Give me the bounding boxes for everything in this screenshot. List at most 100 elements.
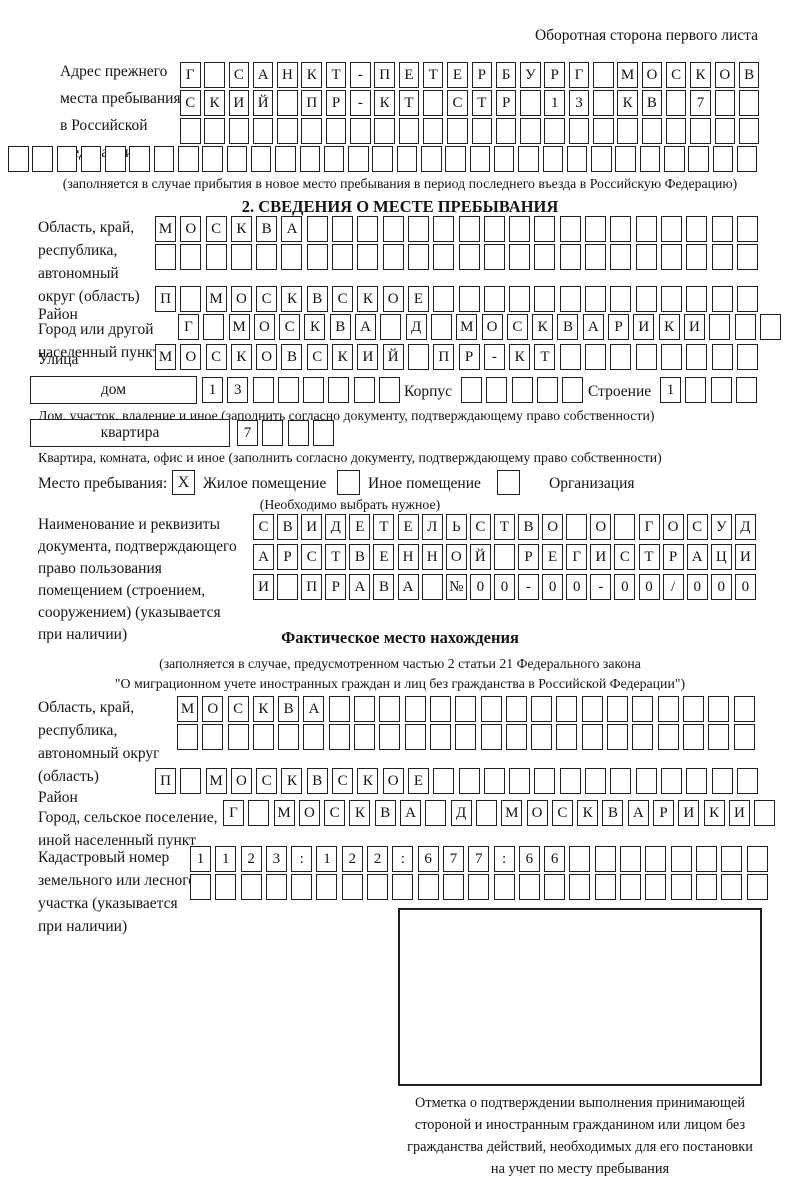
char-box[interactable]: С bbox=[180, 90, 201, 116]
char-box[interactable] bbox=[670, 874, 692, 900]
char-box[interactable]: Й bbox=[469, 544, 491, 570]
char-box[interactable] bbox=[303, 377, 325, 403]
char-box[interactable] bbox=[429, 724, 451, 750]
char-box[interactable]: 2 bbox=[341, 846, 363, 872]
char-box[interactable] bbox=[721, 846, 743, 872]
char-box[interactable] bbox=[735, 377, 757, 403]
char-box[interactable]: Ц bbox=[710, 544, 732, 570]
char-box[interactable]: С bbox=[256, 286, 278, 312]
char-box[interactable]: 0 bbox=[566, 574, 588, 600]
char-box[interactable]: К bbox=[204, 90, 225, 116]
char-box[interactable]: О bbox=[662, 514, 684, 540]
char-box[interactable]: Ь bbox=[445, 514, 467, 540]
char-box[interactable] bbox=[357, 216, 379, 242]
char-box[interactable] bbox=[635, 216, 657, 242]
char-box[interactable] bbox=[348, 146, 369, 172]
char-box[interactable]: И bbox=[683, 314, 705, 340]
char-box[interactable] bbox=[556, 696, 578, 722]
char-box[interactable] bbox=[379, 696, 401, 722]
char-box[interactable] bbox=[585, 286, 607, 312]
char-box[interactable] bbox=[306, 216, 328, 242]
char-box[interactable]: Г bbox=[638, 514, 660, 540]
char-box[interactable]: 1 bbox=[544, 90, 565, 116]
char-box[interactable] bbox=[32, 146, 53, 172]
char-box[interactable] bbox=[180, 244, 202, 270]
char-box[interactable] bbox=[581, 696, 603, 722]
char-box[interactable] bbox=[505, 696, 527, 722]
char-box[interactable]: А bbox=[400, 800, 422, 826]
char-box[interactable] bbox=[357, 244, 379, 270]
char-box[interactable]: С bbox=[324, 800, 346, 826]
char-box[interactable]: В bbox=[738, 62, 760, 88]
char-box[interactable] bbox=[695, 846, 717, 872]
char-box[interactable]: Д bbox=[450, 800, 472, 826]
char-box[interactable]: А bbox=[349, 574, 371, 600]
char-box[interactable]: А bbox=[252, 62, 274, 88]
char-box[interactable]: 1 bbox=[215, 846, 237, 872]
char-box[interactable] bbox=[665, 118, 687, 144]
char-box[interactable]: П bbox=[155, 768, 176, 794]
char-box[interactable] bbox=[404, 696, 426, 722]
char-box[interactable] bbox=[250, 146, 272, 172]
char-box[interactable]: П bbox=[301, 574, 323, 600]
char-box[interactable]: К bbox=[357, 768, 379, 794]
char-box[interactable]: 0 bbox=[469, 574, 491, 600]
char-box[interactable]: В bbox=[329, 314, 351, 340]
char-box[interactable] bbox=[398, 118, 420, 144]
char-box[interactable]: 0 bbox=[493, 574, 515, 600]
char-box[interactable] bbox=[544, 118, 565, 144]
char-box[interactable] bbox=[332, 216, 354, 242]
char-box[interactable] bbox=[509, 216, 531, 242]
char-box[interactable]: Е bbox=[398, 62, 420, 88]
char-box[interactable] bbox=[665, 90, 687, 116]
char-box[interactable]: В bbox=[374, 800, 396, 826]
char-box[interactable] bbox=[301, 118, 322, 144]
char-box[interactable]: К bbox=[357, 286, 379, 312]
char-box[interactable]: К bbox=[230, 216, 252, 242]
char-box[interactable]: С bbox=[228, 62, 250, 88]
char-box[interactable] bbox=[433, 216, 455, 242]
char-box[interactable]: А bbox=[355, 314, 377, 340]
char-box[interactable] bbox=[657, 724, 679, 750]
char-box[interactable] bbox=[287, 420, 309, 446]
char-box[interactable] bbox=[593, 62, 614, 88]
char-box[interactable] bbox=[591, 146, 612, 172]
char-box[interactable]: О bbox=[714, 62, 736, 88]
char-box[interactable] bbox=[657, 696, 679, 722]
char-box[interactable]: Р bbox=[544, 62, 565, 88]
char-box[interactable]: М bbox=[205, 768, 227, 794]
char-box[interactable] bbox=[252, 377, 274, 403]
char-box[interactable]: - bbox=[350, 90, 371, 116]
char-box[interactable] bbox=[180, 768, 202, 794]
char-box[interactable] bbox=[518, 874, 540, 900]
char-box[interactable]: М bbox=[456, 314, 478, 340]
char-box[interactable] bbox=[610, 344, 632, 370]
char-box[interactable]: 6 bbox=[544, 846, 566, 872]
char-box[interactable]: О bbox=[298, 800, 320, 826]
char-box[interactable]: О bbox=[230, 286, 252, 312]
char-box[interactable] bbox=[354, 696, 376, 722]
char-box[interactable] bbox=[281, 244, 303, 270]
char-box[interactable]: О bbox=[230, 768, 252, 794]
char-box[interactable] bbox=[332, 244, 354, 270]
char-box[interactable]: К bbox=[349, 800, 371, 826]
char-box[interactable]: Й bbox=[382, 344, 404, 370]
char-box[interactable] bbox=[215, 874, 237, 900]
char-box[interactable]: Г bbox=[223, 800, 244, 826]
char-box[interactable] bbox=[180, 118, 201, 144]
char-box[interactable]: О bbox=[256, 344, 278, 370]
char-box[interactable] bbox=[425, 800, 447, 826]
char-box[interactable] bbox=[392, 874, 414, 900]
char-box[interactable] bbox=[660, 216, 682, 242]
char-box[interactable] bbox=[325, 118, 347, 144]
char-box[interactable]: В bbox=[281, 344, 303, 370]
char-box[interactable]: Н bbox=[277, 62, 298, 88]
char-box[interactable] bbox=[382, 216, 404, 242]
char-box[interactable] bbox=[615, 146, 636, 172]
char-box[interactable]: И bbox=[678, 800, 700, 826]
char-box[interactable] bbox=[746, 846, 768, 872]
char-box[interactable]: А bbox=[686, 544, 708, 570]
char-box[interactable] bbox=[458, 286, 480, 312]
char-box[interactable]: - bbox=[350, 62, 371, 88]
char-box[interactable] bbox=[711, 286, 733, 312]
